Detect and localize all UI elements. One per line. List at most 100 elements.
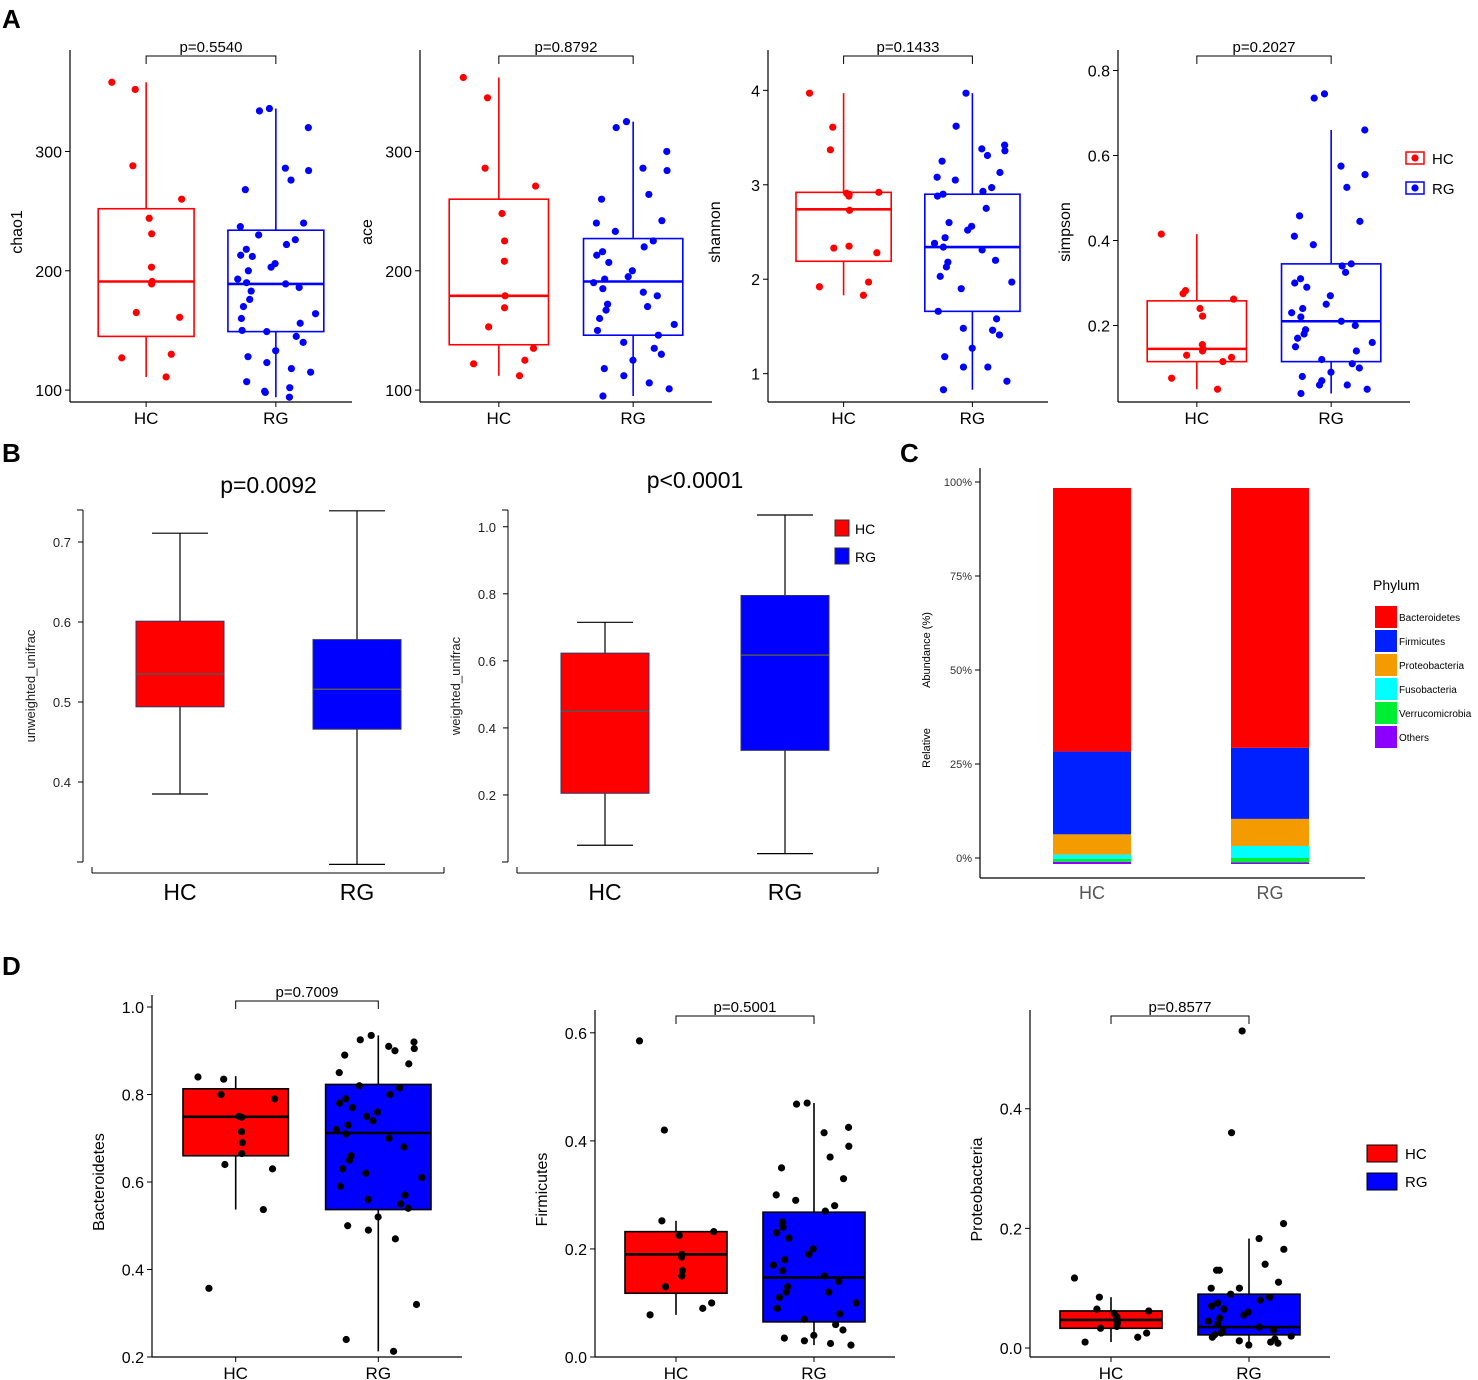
y-tick-label: 75% (950, 571, 972, 583)
data-point (1255, 1234, 1263, 1243)
data-point (772, 1191, 780, 1199)
data-point (1217, 1329, 1225, 1337)
data-point (1355, 364, 1363, 372)
data-point (1207, 1302, 1216, 1310)
data-point (521, 356, 529, 364)
p-value-label: p=0.8577 (1149, 999, 1212, 1016)
data-point (611, 227, 619, 236)
data-point (1290, 232, 1298, 240)
x-tick-label: HC (1185, 409, 1210, 428)
bar-segment-proteobacteria (1231, 818, 1309, 846)
data-point (148, 280, 156, 288)
data-point (1093, 1305, 1101, 1313)
data-point (599, 285, 607, 293)
data-point (344, 1222, 352, 1230)
data-point (332, 1125, 340, 1134)
data-point (859, 291, 868, 299)
data-point (1270, 1326, 1278, 1334)
y-tick-label: 0.4 (478, 721, 496, 736)
x-tick-label: RG (1318, 409, 1344, 428)
x-tick-label: HC (223, 1364, 248, 1380)
legend-dot (1411, 184, 1419, 192)
y-tick-label: 4 (751, 83, 760, 100)
bar-segment-bacteroidetes (1053, 488, 1131, 752)
data-point (639, 164, 647, 172)
data-point (246, 295, 254, 304)
data-point (529, 344, 538, 352)
data-point (341, 1051, 349, 1059)
chart-d2: 0.0 0.2 0.4 0.6 Firmicutes HC RG p=0.5001 (534, 999, 895, 1380)
data-point (663, 147, 671, 156)
x-tick-label: RG (340, 879, 375, 905)
y-axis-label: weighted_unifrac (448, 636, 463, 736)
data-point (941, 353, 949, 361)
data-point (400, 1143, 408, 1151)
data-point (385, 1134, 393, 1142)
data-point (989, 326, 997, 334)
data-point (405, 1060, 413, 1068)
data-point (645, 190, 653, 199)
data-point (800, 1315, 808, 1323)
data-point (601, 275, 609, 283)
panel-letter-c: C (900, 438, 919, 468)
data-point (1240, 1311, 1248, 1319)
data-point (248, 252, 256, 261)
data-point (1294, 334, 1302, 342)
data-point (147, 263, 156, 271)
box-hc (182, 1088, 290, 1157)
y-axis-label: unweighted_unifrac (23, 629, 38, 742)
y-tick-label: 3 (751, 178, 760, 195)
data-point (678, 1253, 686, 1261)
legend-label-hc: HC (1432, 151, 1454, 168)
data-point (243, 378, 251, 386)
data-point (1204, 1317, 1213, 1325)
data-point (775, 1293, 784, 1302)
legend-panel-a: HC RG (1405, 151, 1455, 198)
data-point (826, 1153, 834, 1161)
data-point (311, 310, 320, 318)
box-rg (740, 594, 830, 751)
data-point (501, 292, 509, 300)
data-point (404, 1204, 412, 1212)
panel-letter-a: A (2, 4, 21, 34)
data-point (265, 104, 274, 113)
data-point (978, 246, 986, 254)
x-tick-label: HC (831, 409, 856, 428)
data-point (386, 1090, 394, 1099)
data-point (272, 347, 280, 355)
data-point (1208, 1333, 1216, 1341)
y-tick-label: 200 (35, 264, 62, 281)
data-point (800, 1337, 809, 1345)
y-axis-label-part: Abundance (%) (921, 612, 933, 688)
x-tick-label: RG (1236, 1364, 1262, 1380)
data-point (1326, 292, 1334, 300)
data-point (345, 1156, 354, 1164)
data-point (1291, 343, 1300, 351)
data-point (1341, 268, 1350, 276)
box-rg (312, 639, 402, 730)
data-point (397, 1200, 405, 1208)
data-point (1255, 1323, 1264, 1331)
data-point (942, 263, 951, 271)
data-point (242, 245, 250, 253)
legend-label-proteobacteria: Proteobacteria (1399, 661, 1464, 672)
data-point (596, 314, 604, 323)
significance-bracket (145, 55, 277, 64)
data-point (603, 300, 612, 308)
data-point (287, 176, 295, 184)
data-point (592, 219, 600, 227)
legend-label-bacteroidetes: Bacteroidetes (1399, 613, 1460, 624)
data-point (658, 217, 666, 225)
data-point (1274, 1339, 1282, 1347)
data-point (391, 1047, 399, 1055)
data-point (1245, 1341, 1253, 1349)
data-point (661, 1283, 670, 1291)
data-point (470, 360, 478, 368)
data-point (131, 85, 139, 94)
y-tick-label: 0.6 (1088, 149, 1110, 166)
data-point (1352, 347, 1360, 355)
data-point (678, 1266, 687, 1275)
data-point (242, 279, 251, 287)
data-point (959, 324, 967, 332)
data-point (1003, 377, 1011, 385)
